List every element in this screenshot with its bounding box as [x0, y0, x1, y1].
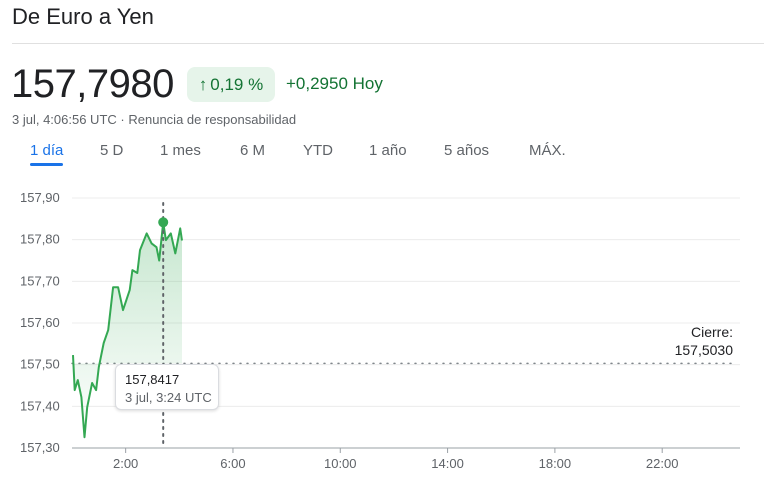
x-tick-label: 22:00 — [646, 456, 679, 471]
y-tick-label: 157,30 — [20, 440, 60, 455]
tab-1-year[interactable]: 1 año — [369, 142, 407, 159]
previous-close-label: Cierre: 157,5030 — [675, 323, 733, 359]
change-percent: 0,19 % — [210, 74, 264, 94]
y-tick-label: 157,90 — [20, 190, 60, 205]
page-title: De Euro a Yen — [12, 4, 154, 29]
y-tick-label: 157,70 — [20, 273, 60, 288]
y-tick-label: 157,50 — [20, 357, 60, 372]
tab-1-day[interactable]: 1 día — [30, 142, 64, 159]
x-tick-label: 6:00 — [220, 456, 245, 471]
x-tick-label: 18:00 — [539, 456, 572, 471]
change-absolute: +0,2950 Hoy — [286, 74, 383, 93]
tooltip-value: 157,8417 — [125, 372, 180, 387]
hover-tooltip: 157,8417 3 jul, 3:24 UTC — [115, 364, 219, 410]
y-tick-label: 157,80 — [20, 232, 60, 247]
current-price: 157,7980 — [11, 62, 174, 106]
x-tick-label: 14:00 — [431, 456, 464, 471]
timestamp: 3 jul, 4:06:56 UTC — [12, 112, 117, 127]
close-label: Cierre: — [690, 324, 733, 340]
change-percent-badge: ↑ 0,19 % — [187, 67, 275, 102]
tooltip-time: 3 jul, 3:24 UTC — [125, 390, 212, 405]
tab-5-days[interactable]: 5 D — [100, 142, 124, 159]
disclaimer-link[interactable]: Renuncia de responsabilidad — [128, 112, 297, 127]
x-tick-label: 2:00 — [113, 456, 138, 471]
tab-5-years[interactable]: 5 años — [444, 142, 490, 159]
y-tick-label: 157,60 — [20, 315, 60, 330]
active-tab-indicator — [30, 163, 63, 166]
tab-6-months[interactable]: 6 M — [240, 142, 266, 159]
hover-point — [158, 217, 169, 228]
tab-ytd[interactable]: YTD — [303, 142, 333, 159]
tab-1-month[interactable]: 1 mes — [160, 142, 201, 159]
y-tick-label: 157,40 — [20, 398, 60, 413]
price-area — [73, 222, 182, 438]
separator: · — [120, 112, 125, 127]
close-value: 157,5030 — [674, 342, 733, 358]
arrow-up-icon: ↑ — [198, 74, 208, 94]
divider — [12, 43, 764, 44]
quote-meta: 3 jul, 4:06:56 UTC · Renuncia de respons… — [12, 112, 296, 127]
x-tick-label: 10:00 — [324, 456, 357, 471]
tab-max[interactable]: MÁX. — [529, 142, 566, 159]
price-line — [72, 221, 183, 439]
